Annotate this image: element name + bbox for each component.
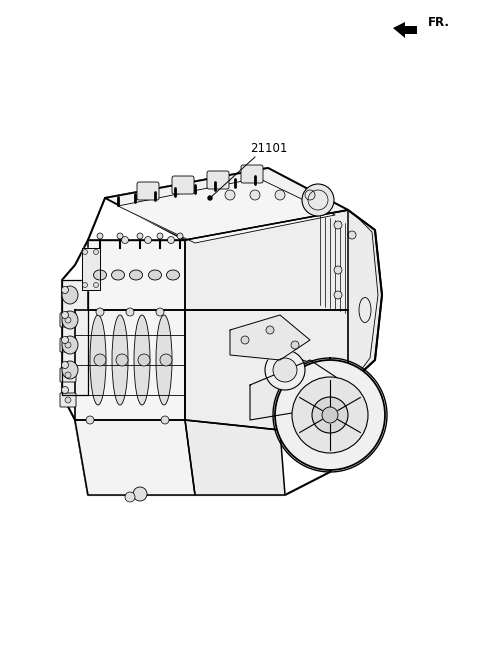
Polygon shape xyxy=(185,210,348,310)
Circle shape xyxy=(265,350,305,390)
Polygon shape xyxy=(75,310,185,420)
Circle shape xyxy=(157,233,163,239)
Circle shape xyxy=(275,190,285,200)
Ellipse shape xyxy=(111,270,124,280)
Ellipse shape xyxy=(167,270,180,280)
Circle shape xyxy=(65,372,71,378)
Circle shape xyxy=(61,337,69,344)
FancyBboxPatch shape xyxy=(60,313,76,327)
Circle shape xyxy=(334,221,342,229)
Polygon shape xyxy=(82,248,100,290)
FancyBboxPatch shape xyxy=(137,182,159,200)
Circle shape xyxy=(348,366,356,374)
Circle shape xyxy=(61,312,69,319)
FancyBboxPatch shape xyxy=(241,165,263,183)
Text: FR.: FR. xyxy=(428,16,450,28)
Circle shape xyxy=(305,190,315,200)
Ellipse shape xyxy=(90,315,106,405)
Ellipse shape xyxy=(62,336,78,354)
Circle shape xyxy=(312,397,348,433)
Circle shape xyxy=(348,231,356,239)
Polygon shape xyxy=(118,178,335,243)
FancyBboxPatch shape xyxy=(207,171,229,189)
Text: 21101: 21101 xyxy=(250,142,288,155)
Circle shape xyxy=(61,386,69,394)
Ellipse shape xyxy=(62,311,78,329)
Circle shape xyxy=(292,377,368,453)
Ellipse shape xyxy=(62,361,78,379)
Circle shape xyxy=(177,233,183,239)
Circle shape xyxy=(133,487,147,501)
Circle shape xyxy=(334,291,342,299)
Ellipse shape xyxy=(156,315,172,405)
FancyBboxPatch shape xyxy=(60,368,76,382)
Polygon shape xyxy=(230,315,310,360)
Circle shape xyxy=(116,354,128,366)
Circle shape xyxy=(61,287,69,293)
Ellipse shape xyxy=(94,270,107,280)
Ellipse shape xyxy=(134,315,150,405)
Circle shape xyxy=(275,360,385,470)
Polygon shape xyxy=(185,420,285,495)
Circle shape xyxy=(291,341,299,349)
Circle shape xyxy=(126,308,134,316)
Polygon shape xyxy=(62,280,88,395)
Circle shape xyxy=(334,266,342,274)
Circle shape xyxy=(241,336,249,344)
Circle shape xyxy=(65,397,71,403)
Circle shape xyxy=(138,354,150,366)
Circle shape xyxy=(225,190,235,200)
Polygon shape xyxy=(185,310,348,430)
Ellipse shape xyxy=(148,270,161,280)
Polygon shape xyxy=(393,22,417,38)
Circle shape xyxy=(96,308,104,316)
Circle shape xyxy=(94,283,98,287)
FancyBboxPatch shape xyxy=(60,393,76,407)
Circle shape xyxy=(94,354,106,366)
Circle shape xyxy=(144,237,152,243)
Circle shape xyxy=(117,233,123,239)
Circle shape xyxy=(208,196,212,200)
Circle shape xyxy=(125,492,135,502)
Circle shape xyxy=(65,342,71,348)
Circle shape xyxy=(61,361,69,369)
Circle shape xyxy=(322,407,338,423)
Circle shape xyxy=(137,233,143,239)
Polygon shape xyxy=(75,420,195,495)
Circle shape xyxy=(161,416,169,424)
Polygon shape xyxy=(250,360,348,420)
Circle shape xyxy=(160,354,172,366)
Circle shape xyxy=(86,416,94,424)
Circle shape xyxy=(94,249,98,255)
Ellipse shape xyxy=(112,315,128,405)
Circle shape xyxy=(97,233,103,239)
Polygon shape xyxy=(105,168,348,240)
Circle shape xyxy=(83,249,87,255)
Polygon shape xyxy=(348,210,382,385)
FancyBboxPatch shape xyxy=(60,338,76,352)
Circle shape xyxy=(121,237,129,243)
Ellipse shape xyxy=(62,286,78,304)
Circle shape xyxy=(266,326,274,334)
Ellipse shape xyxy=(130,270,143,280)
Circle shape xyxy=(65,317,71,323)
Polygon shape xyxy=(88,240,185,310)
Circle shape xyxy=(250,190,260,200)
Circle shape xyxy=(302,184,334,216)
Circle shape xyxy=(156,308,164,316)
Circle shape xyxy=(83,283,87,287)
Circle shape xyxy=(168,237,175,243)
FancyBboxPatch shape xyxy=(172,176,194,194)
Circle shape xyxy=(273,358,297,382)
